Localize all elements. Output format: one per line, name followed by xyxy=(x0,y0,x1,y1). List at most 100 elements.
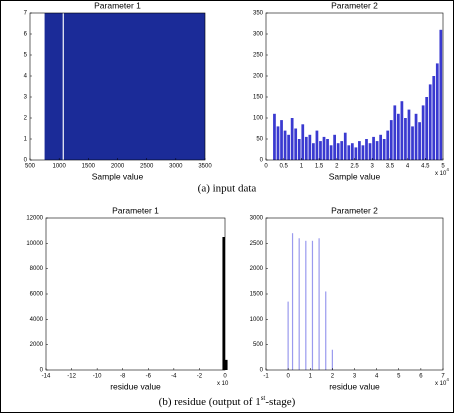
chart-title: Parameter 1 xyxy=(112,205,159,215)
x-tick-label: -1 xyxy=(263,374,269,380)
histogram-bar xyxy=(340,141,344,160)
y-tick-label: 350 xyxy=(253,11,264,17)
plot-area xyxy=(266,218,443,370)
x-tick-label: 5 xyxy=(441,164,445,170)
caption-b: (b) residue (output of 1st-stage) xyxy=(159,394,296,408)
histogram-bar xyxy=(329,145,333,160)
caption-b-text: -stage) xyxy=(265,396,295,408)
chart-title: Parameter 2 xyxy=(331,205,378,215)
x-tick-label: 1500 xyxy=(82,164,96,170)
spike xyxy=(318,238,320,370)
y-tick-label: 500 xyxy=(253,342,264,348)
x-tick-label: 3000 xyxy=(169,164,183,170)
x-multiplier-base: x 10 xyxy=(435,171,447,177)
y-tick-label: 6 xyxy=(24,32,28,38)
spike xyxy=(298,238,300,370)
y-tick-label: 6000 xyxy=(30,292,44,298)
y-tick-label: 8000 xyxy=(30,266,44,272)
y-tick-label: 0 xyxy=(260,368,264,374)
spike xyxy=(325,291,327,370)
histogram-bar xyxy=(301,124,305,160)
x-tick-label: 0 xyxy=(264,164,268,170)
histogram-bar xyxy=(368,143,372,160)
y-tick-label: 4 xyxy=(24,74,28,80)
x-tick-label: 1 xyxy=(309,374,313,380)
y-tick-label: 1000 xyxy=(250,317,264,323)
histogram-bar xyxy=(404,118,407,160)
y-tick-label: 10000 xyxy=(26,241,43,247)
x-multiplier-base: x 10 xyxy=(435,381,447,387)
x-tick-label: -14 xyxy=(42,374,51,380)
y-tick-label: 2000 xyxy=(250,266,264,272)
histogram-bar xyxy=(44,13,63,160)
histogram-bar xyxy=(414,113,418,160)
y-tick-label: 3 xyxy=(24,95,28,101)
histogram-bar xyxy=(425,97,429,160)
x-tick-label: 2500 xyxy=(140,164,154,170)
x-axis-label: residue value xyxy=(110,381,161,391)
x-tick-label: 2000 xyxy=(111,164,125,170)
chart-title: Parameter 1 xyxy=(94,0,141,10)
x-tick-label: -10 xyxy=(93,374,102,380)
histogram-bar xyxy=(382,139,386,160)
x-tick-label: 6 xyxy=(419,374,423,380)
y-tick-label: 150 xyxy=(253,95,264,101)
spike xyxy=(287,301,289,370)
histogram-bar xyxy=(421,105,425,160)
x-tick-label: 0 xyxy=(223,374,227,380)
spike xyxy=(305,240,307,370)
histogram-bar xyxy=(222,237,225,370)
x-axis-label: Sample value xyxy=(329,171,381,181)
histogram-bar xyxy=(304,136,308,160)
histogram-bar xyxy=(400,101,404,160)
histogram-bar xyxy=(276,126,280,160)
y-tick-label: 3000 xyxy=(250,216,264,222)
histogram-bar xyxy=(358,141,361,160)
y-tick-label: 0 xyxy=(40,368,44,374)
y-tick-label: 50 xyxy=(256,137,263,143)
x-tick-label: 7 xyxy=(441,374,445,380)
x-multiplier-exponent: 4 xyxy=(446,377,449,382)
x-axis-label: residue value xyxy=(329,381,380,391)
histogram-bar xyxy=(439,29,443,160)
histogram-bar xyxy=(396,113,400,160)
y-tick-label: 2500 xyxy=(250,241,264,247)
histogram-bar xyxy=(379,134,383,160)
x-tick-label: 2 xyxy=(335,164,339,170)
spike xyxy=(311,240,314,370)
y-tick-label: 4000 xyxy=(30,317,44,323)
histogram-bar xyxy=(343,132,347,160)
chart-title: Parameter 2 xyxy=(331,0,378,10)
histogram-bar xyxy=(393,105,397,160)
histogram-bar xyxy=(372,136,375,160)
histogram-bar xyxy=(312,143,315,160)
plot-area xyxy=(46,218,225,370)
histogram-bar xyxy=(347,145,351,160)
x-tick-label: 0 xyxy=(286,374,290,380)
y-tick-label: 1 xyxy=(24,137,28,143)
y-tick-label: 12000 xyxy=(26,216,43,222)
x-axis-label: Sample value xyxy=(92,171,144,181)
histogram-bar xyxy=(225,359,228,370)
histogram-bar xyxy=(411,126,414,160)
histogram-bar xyxy=(365,139,368,160)
y-tick-label: 1500 xyxy=(250,292,264,298)
caption-a: (a) input data xyxy=(198,183,257,195)
histogram-bar xyxy=(354,147,358,160)
x-tick-label: 5 xyxy=(397,374,401,380)
x-tick-label: 500 xyxy=(25,164,36,170)
x-tick-label: 1.5 xyxy=(315,164,324,170)
histogram-bar xyxy=(407,109,411,160)
x-tick-label: -8 xyxy=(120,374,126,380)
x-multiplier: x 104 xyxy=(435,167,449,176)
x-tick-label: 3 xyxy=(353,374,357,380)
y-tick-label: 250 xyxy=(253,53,264,59)
x-tick-label: -6 xyxy=(146,374,152,380)
caption-b-sup: st xyxy=(261,394,266,402)
x-tick-label: 4 xyxy=(406,164,410,170)
histogram-bar xyxy=(418,122,421,160)
histogram-bar xyxy=(361,145,365,160)
x-tick-label: 2.5 xyxy=(350,164,359,170)
caption-b-text: (b) residue (output of 1 xyxy=(159,396,261,408)
